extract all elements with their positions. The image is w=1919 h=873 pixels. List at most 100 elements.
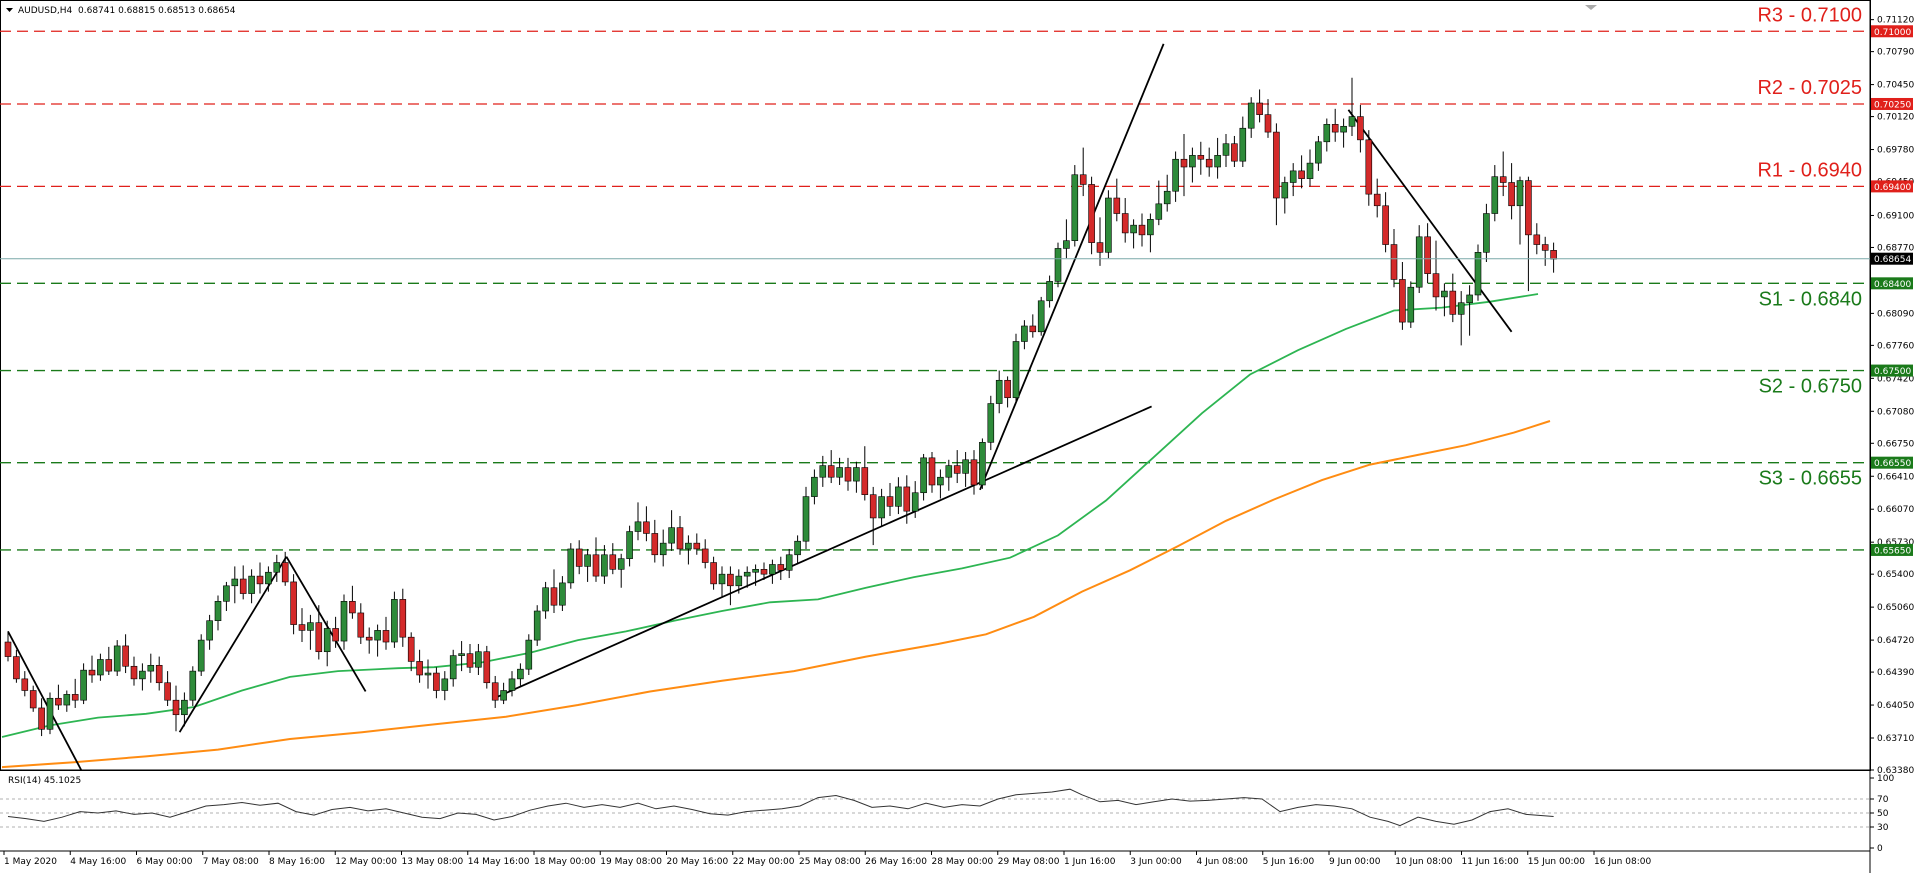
candle-bull bbox=[979, 442, 986, 486]
candle-bear bbox=[491, 682, 499, 701]
rsi-label: RSI(14) 45.1025 bbox=[8, 776, 81, 786]
candle-bull bbox=[1407, 286, 1415, 323]
level-tag-bg-s2 bbox=[1871, 364, 1913, 377]
trendline bbox=[1347, 109, 1513, 333]
price-tick-label: 0.67760 bbox=[1877, 341, 1914, 351]
level-tag-bg-r1 bbox=[1871, 180, 1913, 193]
candle-bull bbox=[189, 670, 197, 701]
level-label-s3: S3 - 0.6655 bbox=[1759, 468, 1862, 490]
candle-bull bbox=[819, 465, 827, 478]
price-tick-label: 0.65400 bbox=[1877, 570, 1914, 580]
scroll-marker-icon[interactable] bbox=[1585, 5, 1597, 10]
candle-bear bbox=[827, 465, 835, 478]
candle-bull bbox=[987, 403, 995, 443]
candle-bull bbox=[323, 628, 331, 653]
time-tick-label: 15 Jun 00:00 bbox=[1528, 857, 1585, 867]
candle-bull bbox=[1281, 182, 1289, 199]
candle-bull bbox=[1163, 190, 1171, 205]
price-tick-label: 0.63380 bbox=[1877, 766, 1914, 776]
time-tick-label: 29 May 08:00 bbox=[998, 857, 1060, 867]
candle-bear bbox=[903, 486, 911, 512]
candle-bear bbox=[1449, 290, 1457, 315]
candle-bear bbox=[407, 636, 415, 662]
candle-bull bbox=[46, 697, 54, 730]
candle-bear bbox=[886, 496, 894, 507]
candle-bull bbox=[517, 668, 524, 680]
candle-bear bbox=[239, 578, 247, 594]
price-tick-label: 0.70450 bbox=[1877, 81, 1914, 91]
candle-bull bbox=[1214, 155, 1221, 168]
candle-bear bbox=[550, 587, 558, 606]
candle-bear bbox=[1096, 242, 1104, 253]
level-tag-bg-s4 bbox=[1871, 543, 1913, 556]
candle-bull bbox=[836, 467, 843, 478]
candle-bull bbox=[525, 639, 533, 670]
candle-bull bbox=[533, 610, 541, 641]
candle-bull bbox=[1483, 213, 1490, 253]
price-tick-label: 0.70120 bbox=[1877, 113, 1914, 123]
candle-bull bbox=[962, 459, 969, 474]
candle-bull bbox=[139, 670, 146, 680]
time-tick-label: 3 Jun 00:00 bbox=[1130, 857, 1182, 867]
candle-bull bbox=[147, 664, 155, 672]
time-tick-label: 26 May 16:00 bbox=[865, 857, 927, 867]
trendline bbox=[285, 556, 367, 692]
candle-bear bbox=[332, 628, 339, 642]
trendlines-layer bbox=[7, 43, 1513, 771]
candle-bull bbox=[449, 655, 457, 680]
collapse-triangle-icon[interactable] bbox=[6, 8, 13, 12]
time-tick-label: 8 May 16:00 bbox=[269, 857, 325, 867]
candle-bear bbox=[1550, 250, 1557, 260]
candle-bull bbox=[567, 548, 575, 584]
price-tick-label: 0.65060 bbox=[1877, 603, 1914, 613]
price-tick-label: 0.66070 bbox=[1877, 505, 1914, 515]
candle-bear bbox=[433, 672, 440, 691]
candle-bear bbox=[281, 562, 289, 583]
level-label-r1: R1 - 0.6940 bbox=[1757, 159, 1862, 181]
candle-bear bbox=[1029, 325, 1037, 333]
candle-bear bbox=[861, 467, 869, 495]
candle-bull bbox=[1239, 127, 1247, 162]
candle-bull bbox=[601, 554, 608, 577]
candle-bull bbox=[911, 492, 919, 512]
candle-bear bbox=[1113, 197, 1121, 214]
candle-bear bbox=[609, 554, 617, 570]
trendline bbox=[496, 405, 1152, 699]
candle-bear bbox=[1499, 176, 1507, 183]
candle-bear bbox=[1004, 379, 1011, 399]
candle-bear bbox=[760, 569, 768, 575]
symbol-label: AUDUSD,H4 bbox=[18, 6, 73, 16]
time-tick-label: 9 Jun 00:00 bbox=[1329, 857, 1381, 867]
time-tick-label: 22 May 00:00 bbox=[733, 857, 795, 867]
candle-bear bbox=[1264, 114, 1272, 133]
current-price-tag-bg bbox=[1871, 252, 1913, 265]
time-tick-label: 13 May 08:00 bbox=[402, 857, 464, 867]
candle-bear bbox=[1273, 131, 1280, 199]
candle-bull bbox=[542, 587, 549, 612]
time-tick-label: 19 May 08:00 bbox=[600, 857, 662, 867]
candle-bull bbox=[668, 527, 675, 544]
candle-bear bbox=[676, 527, 684, 550]
candle-bull bbox=[1441, 290, 1448, 298]
candle-bull bbox=[1063, 240, 1070, 249]
rsi-tick-label: 30 bbox=[1877, 823, 1889, 833]
candle-bear bbox=[710, 562, 717, 585]
candle-bear bbox=[1432, 273, 1440, 298]
candle-bull bbox=[113, 645, 121, 672]
candle-bull bbox=[1323, 124, 1331, 143]
time-tick-label: 16 Jun 08:00 bbox=[1594, 857, 1651, 867]
candle-bull bbox=[223, 585, 230, 602]
candle-bull bbox=[231, 578, 239, 587]
moving-averages-layer bbox=[1, 293, 1551, 769]
candle-bear bbox=[13, 656, 20, 680]
candle-bull bbox=[206, 620, 213, 641]
candle-bear bbox=[88, 669, 96, 676]
candle-bear bbox=[1424, 236, 1431, 274]
time-tick-label: 7 May 08:00 bbox=[203, 857, 259, 867]
plot-frame bbox=[0, 0, 1871, 771]
price-tick-label: 0.66410 bbox=[1877, 472, 1914, 482]
level-tag-s4: 0.65650 bbox=[1874, 546, 1911, 556]
candle-bear bbox=[349, 601, 356, 614]
level-label-r3: R3 - 0.7100 bbox=[1757, 4, 1862, 26]
candle-bull bbox=[811, 476, 818, 497]
